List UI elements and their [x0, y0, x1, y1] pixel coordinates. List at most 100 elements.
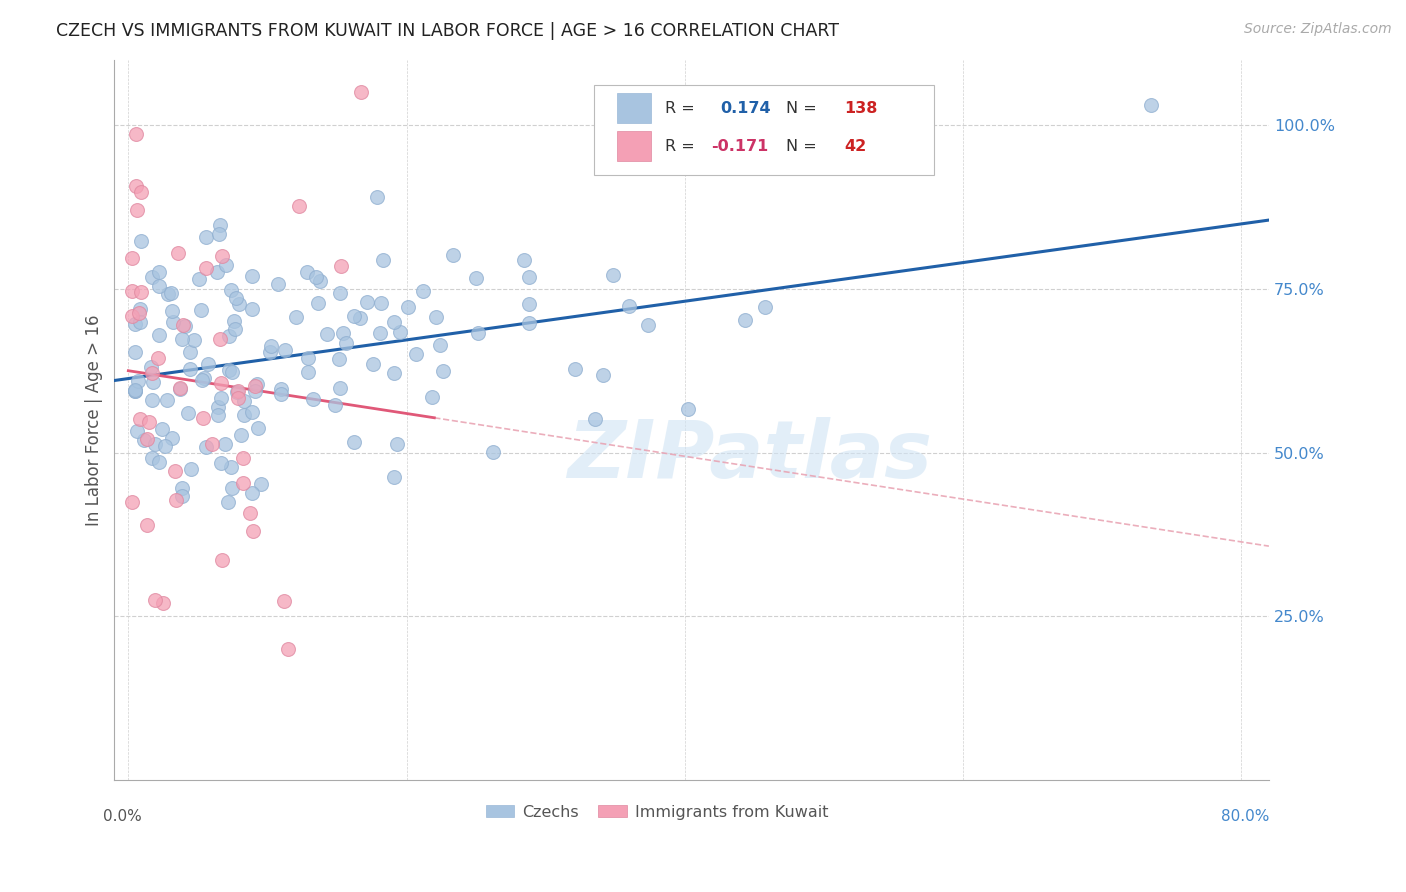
- Point: [232, 475, 254, 490]
- Point: [143, 437, 166, 451]
- Point: [163, 463, 186, 477]
- Point: [207, 408, 229, 422]
- Point: [211, 391, 233, 405]
- Point: [441, 248, 464, 262]
- Point: [305, 269, 328, 284]
- Point: [396, 300, 419, 314]
- Point: [302, 392, 325, 407]
- Point: [209, 376, 232, 391]
- Point: [250, 476, 273, 491]
- Text: R =: R =: [665, 101, 700, 116]
- Point: [141, 360, 163, 375]
- Point: [159, 285, 181, 300]
- Point: [128, 306, 150, 320]
- Point: [129, 411, 152, 425]
- Point: [191, 411, 214, 425]
- Point: [172, 333, 194, 347]
- Point: [273, 343, 295, 357]
- Text: 0.0%: 0.0%: [103, 809, 142, 824]
- Point: [295, 265, 318, 279]
- Point: [240, 268, 263, 283]
- Point: [207, 400, 229, 414]
- Point: [209, 457, 232, 471]
- Point: [194, 230, 217, 244]
- Point: [211, 250, 233, 264]
- Point: [288, 199, 311, 213]
- Point: [141, 451, 163, 466]
- Point: [412, 284, 434, 298]
- Point: [221, 481, 243, 495]
- Point: [387, 436, 409, 450]
- Point: [329, 381, 352, 395]
- Point: [349, 311, 371, 326]
- Point: [270, 382, 292, 396]
- Point: [389, 325, 412, 339]
- Point: [370, 295, 392, 310]
- Point: [177, 406, 200, 420]
- Point: [142, 375, 165, 389]
- Point: [273, 594, 295, 608]
- Point: [226, 391, 249, 405]
- Point: [124, 384, 146, 398]
- Bar: [617, 131, 651, 161]
- Point: [129, 285, 152, 299]
- Point: [153, 438, 176, 452]
- Point: [179, 344, 201, 359]
- Point: [129, 234, 152, 248]
- Point: [246, 377, 269, 392]
- Point: [297, 365, 319, 379]
- Point: [602, 268, 624, 282]
- Point: [180, 462, 202, 476]
- Point: [754, 300, 776, 314]
- Point: [141, 393, 163, 408]
- Text: CZECH VS IMMIGRANTS FROM KUWAIT IN LABOR FORCE | AGE > 16 CORRELATION CHART: CZECH VS IMMIGRANTS FROM KUWAIT IN LABOR…: [56, 22, 839, 40]
- Point: [382, 366, 405, 380]
- Point: [676, 402, 699, 417]
- Point: [232, 451, 254, 466]
- Point: [124, 345, 146, 359]
- Point: [226, 384, 249, 399]
- Point: [124, 383, 146, 397]
- Point: [195, 440, 218, 454]
- Point: [169, 382, 191, 396]
- Point: [150, 421, 173, 435]
- Point: [170, 489, 193, 503]
- Point: [167, 246, 190, 260]
- Point: [465, 271, 488, 285]
- Point: [190, 302, 212, 317]
- Point: [233, 408, 256, 422]
- Point: [277, 642, 299, 657]
- Point: [420, 390, 443, 404]
- Point: [136, 433, 159, 447]
- Point: [361, 357, 384, 371]
- Point: [214, 437, 236, 451]
- Point: [152, 596, 174, 610]
- Point: [229, 428, 252, 442]
- Point: [425, 310, 447, 324]
- Point: [129, 186, 152, 200]
- Point: [174, 318, 197, 333]
- Point: [617, 299, 640, 313]
- Point: [233, 394, 256, 409]
- Point: [564, 362, 586, 376]
- Text: 138: 138: [844, 101, 877, 116]
- Point: [513, 253, 536, 268]
- Legend: Czechs, Immigrants from Kuwait: Czechs, Immigrants from Kuwait: [479, 798, 835, 826]
- Point: [323, 398, 346, 412]
- Point: [519, 297, 541, 311]
- Point: [225, 292, 247, 306]
- Point: [1139, 98, 1161, 112]
- Point: [585, 412, 607, 426]
- Point: [429, 338, 451, 352]
- Point: [335, 336, 357, 351]
- Point: [368, 326, 391, 340]
- Point: [260, 339, 283, 353]
- Point: [329, 259, 352, 273]
- Point: [592, 368, 614, 383]
- Point: [343, 435, 366, 450]
- Point: [124, 384, 146, 398]
- Point: [221, 365, 243, 379]
- Text: Source: ZipAtlas.com: Source: ZipAtlas.com: [1244, 22, 1392, 37]
- Point: [162, 315, 184, 329]
- Point: [366, 190, 388, 204]
